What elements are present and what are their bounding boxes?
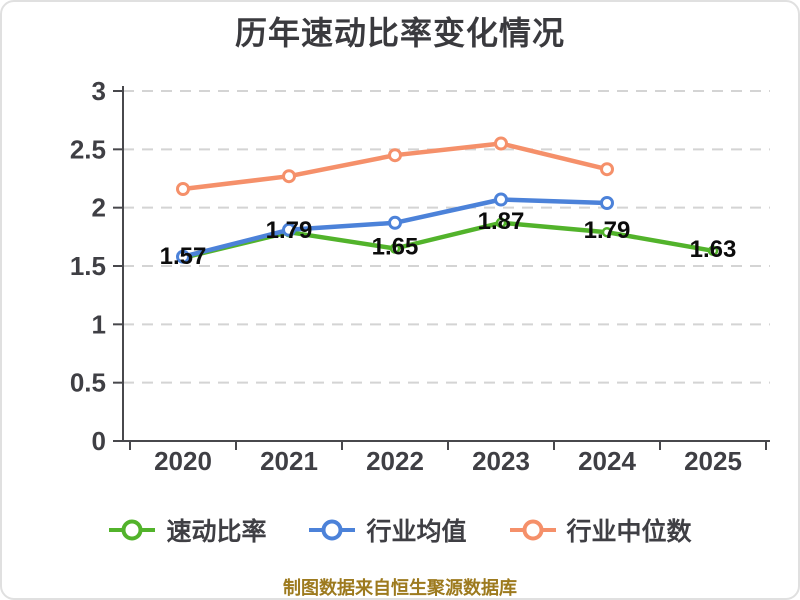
point-data-label: 1.87 [478, 208, 525, 235]
point-data-label: 1.79 [584, 217, 631, 244]
orange-line-marker-icon [509, 519, 556, 541]
point-marker-industry-average [388, 215, 402, 230]
point-marker-quick-ratio [389, 243, 401, 254]
point-marker-industry-average [176, 249, 190, 264]
x-tick-label: 2020 [154, 446, 212, 476]
data-source-note: 制图数据来自恒生聚源数据库 [283, 578, 517, 598]
line-chart-plot: 0 0.5 1 1.5 2 2.5 3 2020 2021 2022 2023 2024 2025 1.5… [70, 76, 770, 476]
legend: 速动比率 行业均值 行业中位数 [0, 512, 800, 548]
point-marker-industry-median [388, 148, 402, 163]
point-data-label: 1.63 [690, 236, 737, 263]
x-tick-label: 2024 [578, 446, 636, 476]
y-tick-label: 3 [92, 76, 106, 106]
legend-item-industry-median[interactable]: 行业中位数 [509, 512, 692, 548]
legend-item-industry-average[interactable]: 行业均值 [308, 512, 467, 548]
x-tick-label: 2022 [366, 446, 424, 476]
green-line-marker-icon [109, 519, 156, 541]
y-tick-label: 2.5 [70, 134, 106, 164]
point-marker-industry-average [494, 192, 508, 207]
series-industry-median [176, 136, 614, 196]
point-marker-industry-average [282, 222, 296, 237]
y-tick-label: 0.5 [70, 368, 106, 398]
y-tick-label: 1 [92, 309, 106, 339]
x-tick-label: 2025 [684, 446, 742, 476]
legend-item-label: 行业中位数 [566, 518, 692, 546]
legend-item-label: 行业均值 [366, 518, 467, 546]
series-line-quick-ratio [180, 220, 716, 261]
x-tick-label: 2023 [472, 446, 530, 476]
series-industry-average [176, 192, 614, 264]
point-data-label: 1.57 [160, 243, 207, 270]
y-tick-label: 1.5 [70, 251, 106, 281]
point-marker-quick-ratio [601, 226, 613, 238]
point-marker-industry-median [282, 169, 296, 184]
legend-item-label: 速动比率 [166, 518, 267, 546]
point-marker-quick-ratio [707, 245, 719, 257]
series-quick-ratio [177, 217, 719, 264]
point-data-label: 1.65 [372, 234, 419, 261]
point-marker-industry-median [176, 182, 190, 196]
blue-line-marker-icon [309, 519, 356, 541]
point-marker-industry-median [494, 136, 508, 151]
chart-title: 历年速动比率变化情况 [234, 15, 565, 51]
point-marker-industry-median [600, 162, 614, 177]
point-marker-industry-average [600, 196, 614, 210]
x-tick-label: 2021 [260, 446, 318, 476]
y-tick-label: 0 [92, 426, 106, 456]
point-data-label: 1.79 [266, 217, 313, 244]
y-tick-label: 2 [92, 193, 106, 223]
legend-item-quick-ratio[interactable]: 速动比率 [108, 512, 266, 548]
point-marker-quick-ratio [495, 217, 507, 229]
